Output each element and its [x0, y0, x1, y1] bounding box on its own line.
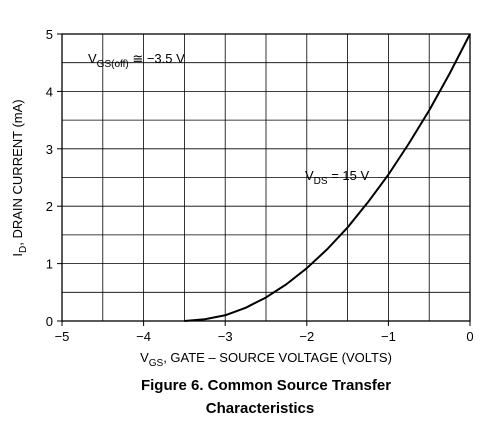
grid [62, 34, 470, 321]
y-axis-label: ID, DRAIN CURRENT (mA) [10, 99, 29, 256]
curve [184, 33, 471, 322]
annotation: VDS = 15 V [305, 168, 369, 187]
x-tick-label: −3 [218, 329, 233, 344]
x-tick-label: 0 [466, 329, 473, 344]
y-tick-label: 3 [46, 142, 53, 157]
caption: Figure 6. Common Source Transfer [141, 377, 391, 394]
x-axis-label: VGS, GATE – SOURCE VOLTAGE (VOLTS) [140, 350, 392, 369]
caption: Characteristics [206, 400, 314, 417]
x-tick-label: −5 [55, 329, 70, 344]
y-tick-label: 5 [46, 27, 53, 42]
annotation: VGS(off) ≅ −3.5 V [88, 51, 185, 70]
y-tick-label: 0 [46, 314, 53, 329]
x-tick-label: −2 [299, 329, 314, 344]
plot-frame [61, 33, 471, 322]
x-tick-label: −4 [136, 329, 151, 344]
y-tick-label: 4 [46, 84, 53, 99]
y-tick-label: 2 [46, 199, 53, 214]
x-tick-label: −1 [381, 329, 396, 344]
y-tick-label: 1 [46, 257, 53, 272]
